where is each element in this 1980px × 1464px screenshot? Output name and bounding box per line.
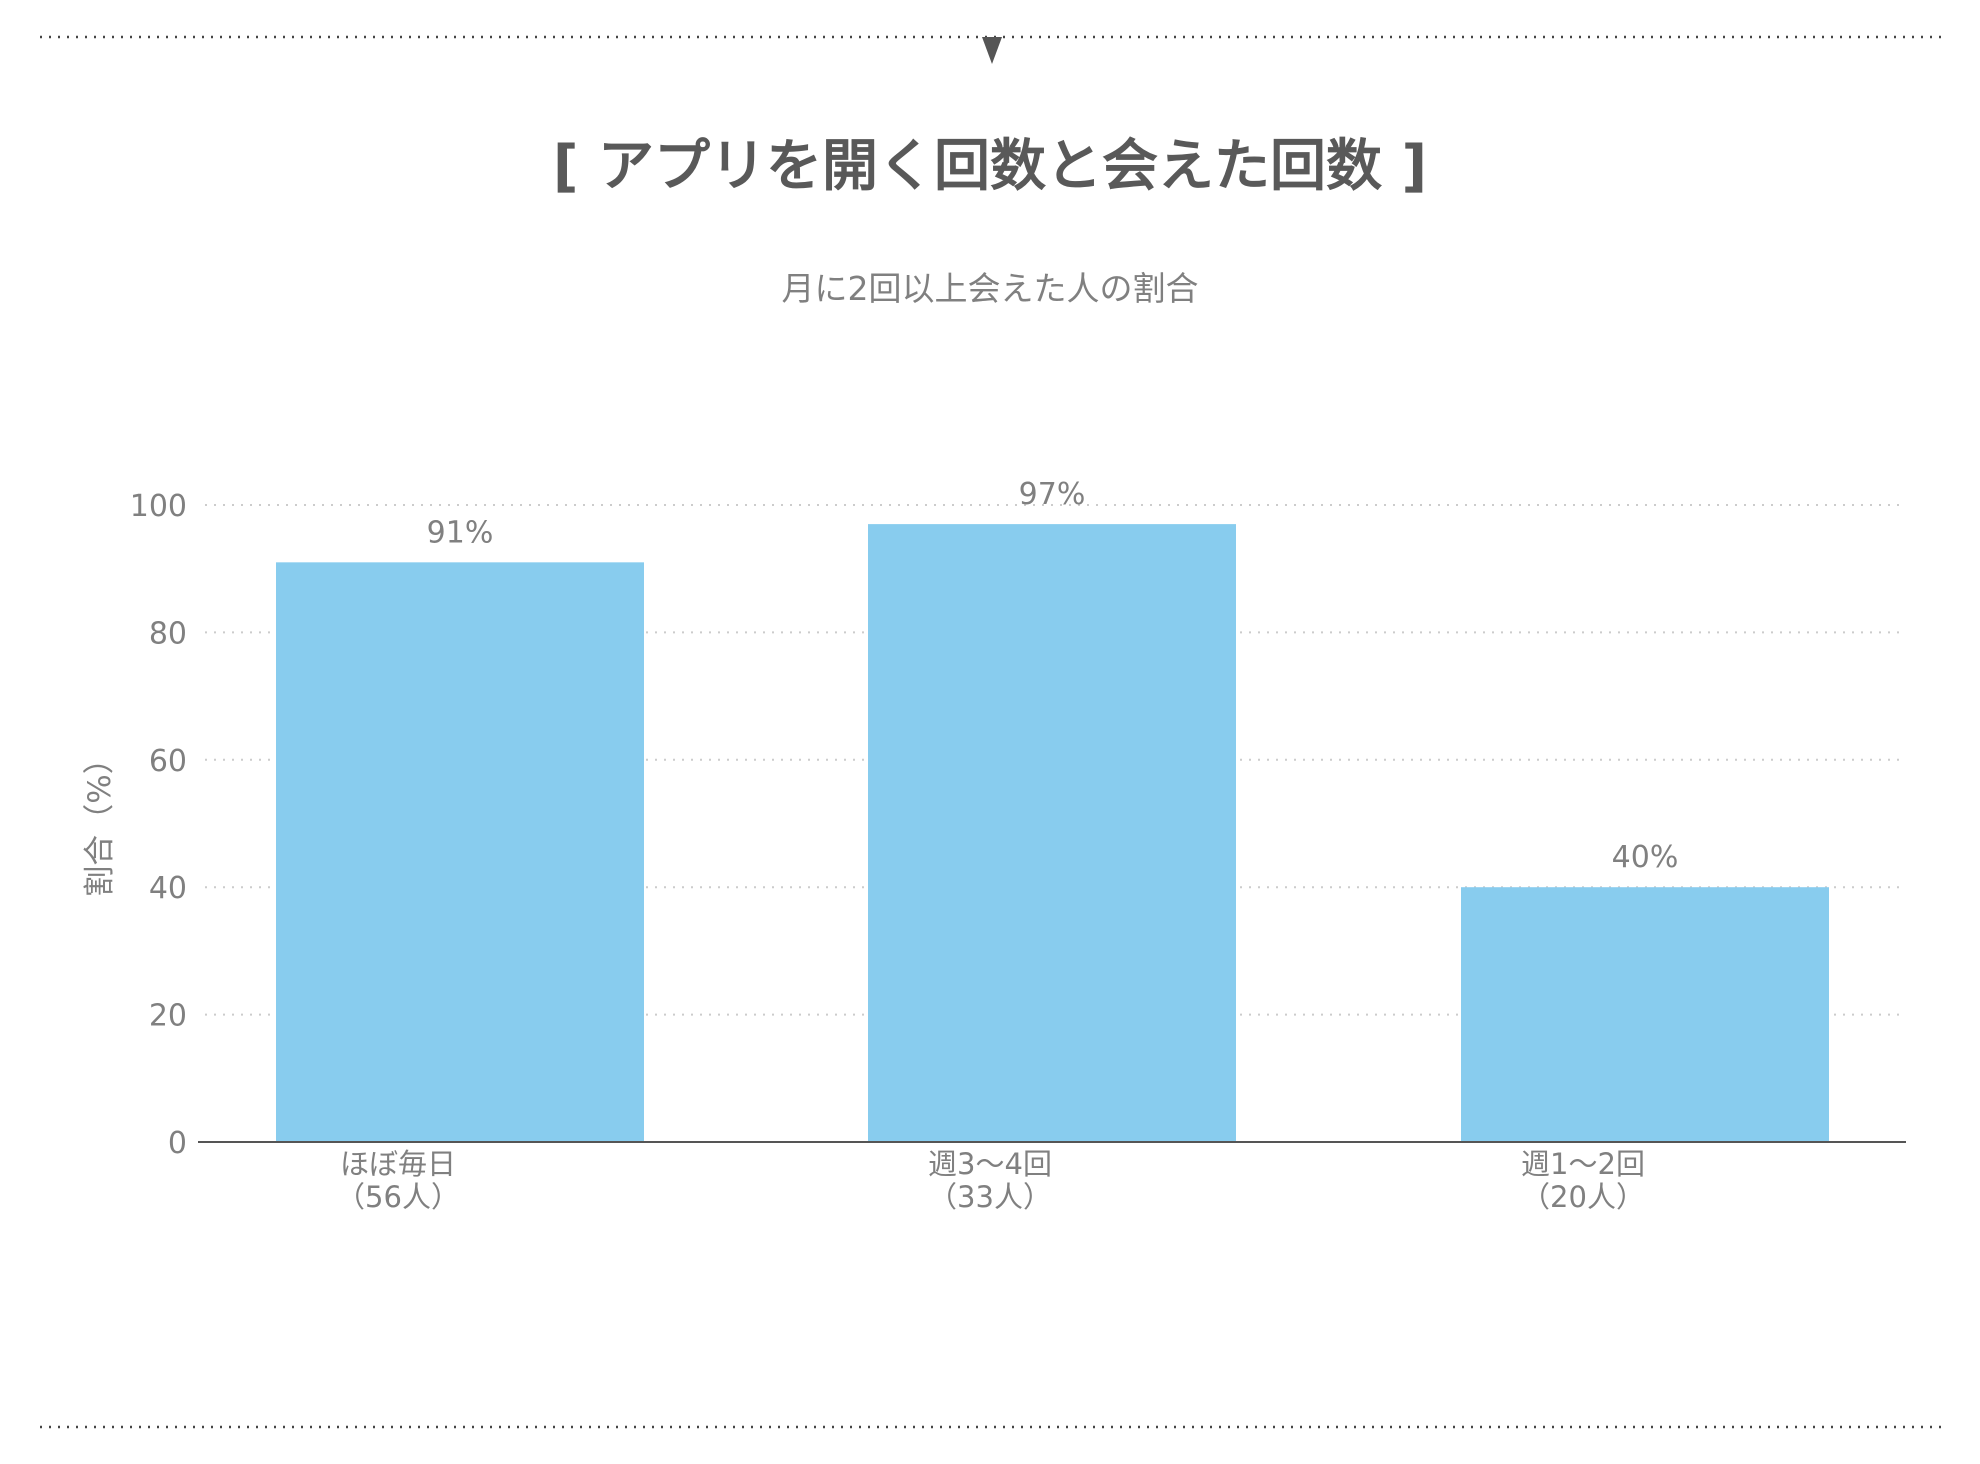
x-tick-labels: ほぼ毎日（56人） 週3〜4回（33人） 週1〜2回（20人） bbox=[336, 1147, 1645, 1214]
bar bbox=[276, 562, 644, 1142]
x-tick-label: （33人） bbox=[928, 1180, 1052, 1214]
y-tick-label: 0 bbox=[168, 1126, 187, 1161]
bars bbox=[276, 524, 1829, 1142]
x-tick-label: （56人） bbox=[336, 1180, 460, 1214]
y-tick-label: 100 bbox=[130, 489, 187, 524]
y-tick-label: 40 bbox=[149, 871, 187, 906]
data-label: 97% bbox=[1019, 477, 1086, 512]
data-label: 40% bbox=[1612, 840, 1679, 875]
x-tick-label: ほぼ毎日 bbox=[340, 1147, 456, 1181]
x-tick-label: 週3〜4回 bbox=[928, 1147, 1052, 1181]
y-tick-labels: 0 20 40 60 80 100 bbox=[130, 489, 187, 1161]
x-tick-label: （20人） bbox=[1521, 1180, 1645, 1214]
y-axis-label: 割合（%） bbox=[82, 743, 118, 896]
data-label: 91% bbox=[427, 515, 494, 550]
y-tick-label: 60 bbox=[149, 744, 187, 779]
y-tick-label: 20 bbox=[149, 999, 187, 1034]
chart-title: [ アプリを開く回数と会えた回数 ] bbox=[553, 134, 1427, 199]
down-arrow-icon bbox=[982, 37, 1002, 64]
value-labels: 91% 97% 40% bbox=[427, 477, 1679, 875]
y-tick-label: 80 bbox=[149, 616, 187, 651]
chart-subtitle: 月に2回以上会えた人の割合 bbox=[782, 269, 1199, 308]
x-tick-label: 週1〜2回 bbox=[1521, 1147, 1645, 1181]
bar bbox=[1461, 887, 1829, 1142]
bar bbox=[868, 524, 1236, 1142]
